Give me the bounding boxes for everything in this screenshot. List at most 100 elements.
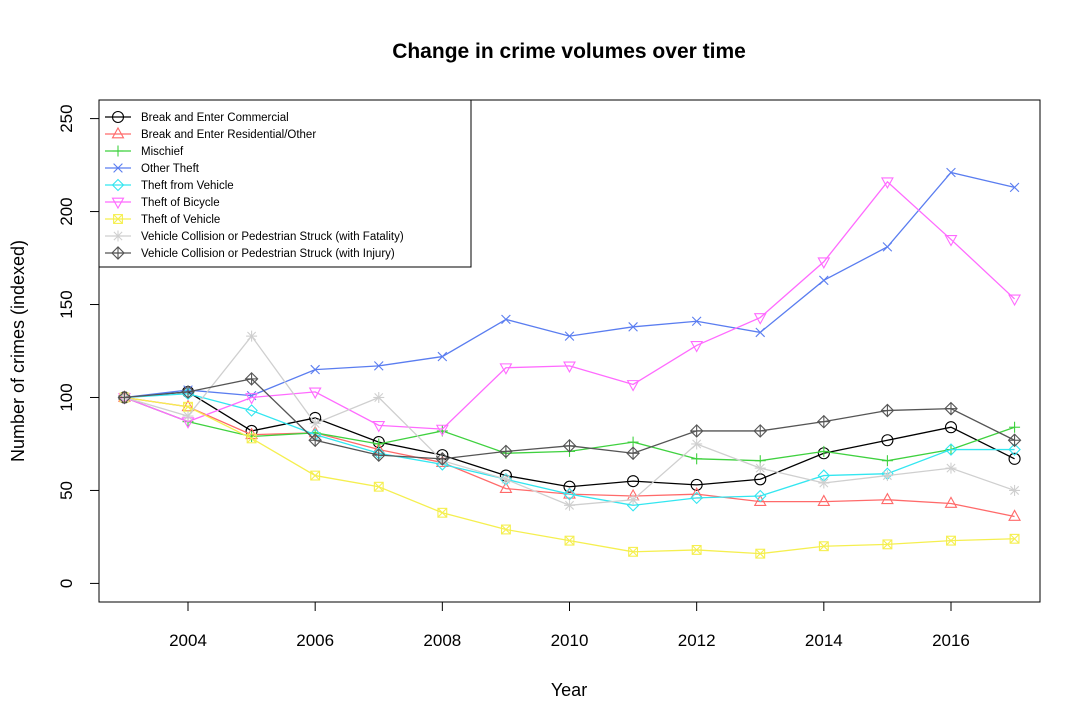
legend-item: Other Theft (105, 163, 200, 175)
legend-item: Mischief (105, 145, 184, 158)
legend-swatch-marker (111, 110, 125, 124)
series-3 (118, 391, 1021, 467)
data-point (372, 420, 386, 433)
data-point (373, 481, 384, 492)
data-point (1008, 443, 1021, 456)
legend-swatch-marker (111, 197, 125, 210)
data-point (246, 433, 257, 444)
data-point (1009, 484, 1021, 496)
data-point (437, 507, 448, 518)
series-line (124, 180, 1016, 430)
data-point (881, 455, 893, 467)
legend-swatch-marker (113, 214, 123, 224)
x-tick-label: 2008 (423, 631, 461, 650)
series-line (124, 396, 1015, 518)
data-point (691, 453, 703, 465)
data-point (373, 361, 384, 371)
data-point (499, 444, 513, 459)
data-point (818, 541, 829, 552)
legend-label: Other Theft (141, 163, 200, 175)
legend-label: Vehicle Collision or Pedestrian Struck (… (141, 231, 404, 243)
legend-label: Break and Enter Residential/Other (141, 129, 316, 141)
data-point (881, 434, 894, 447)
x-tick-label: 2006 (296, 631, 334, 650)
data-point (245, 404, 258, 417)
data-point (371, 448, 386, 462)
data-point (755, 548, 766, 559)
legend-swatch-marker (111, 178, 125, 192)
data-point (563, 487, 576, 501)
legend-item: Break and Enter Residential/Other (105, 126, 316, 141)
legend-swatch-marker (111, 246, 125, 260)
data-point (1007, 433, 1022, 448)
data-point (944, 443, 958, 456)
data-point (946, 535, 956, 546)
y-axis-title: Number of crimes (indexed) (8, 240, 28, 462)
series-line (124, 393, 1015, 506)
data-point (753, 494, 767, 507)
data-point (1009, 182, 1020, 193)
data-point (182, 410, 194, 422)
data-point (373, 391, 385, 403)
x-tick-label: 2012 (678, 631, 716, 650)
x-axis-title: Year (551, 680, 587, 700)
data-point (245, 393, 259, 405)
data-point (753, 313, 767, 325)
legend-label: Theft of Vehicle (141, 214, 220, 226)
data-point (1008, 294, 1022, 307)
x-tick-label: 2010 (551, 631, 589, 650)
data-point (690, 478, 703, 491)
data-point (435, 424, 449, 437)
legend-item: Break and Enter Commercial (105, 110, 289, 124)
data-point (754, 473, 767, 486)
data-point (819, 275, 829, 286)
data-point (564, 499, 575, 511)
data-point (881, 470, 893, 482)
data-point (500, 473, 512, 485)
data-point (563, 361, 576, 374)
data-point (1009, 533, 1020, 544)
data-point (817, 257, 831, 269)
legend-item: Vehicle Collision or Pedestrian Struck (… (105, 230, 404, 243)
data-point (691, 316, 702, 327)
x-tick-label: 2016 (932, 631, 970, 650)
data-point (944, 496, 958, 508)
data-point (880, 177, 894, 189)
data-point (817, 494, 831, 507)
data-point (437, 351, 448, 362)
data-point (880, 403, 895, 418)
data-point (308, 433, 323, 448)
legend-item: Vehicle Collision or Pedestrian Struck (… (105, 246, 395, 260)
legend-label: Theft from Vehicle (141, 180, 234, 192)
y-tick-label: 250 (57, 104, 76, 132)
legend-box (98, 99, 472, 268)
data-point (691, 544, 702, 555)
data-point (246, 330, 258, 342)
data-point (626, 446, 640, 461)
legend: Break and Enter Commercial Break and Ente… (98, 99, 472, 268)
series-8 (118, 330, 1021, 511)
data-point (308, 387, 322, 400)
x-tick-label: 2004 (169, 631, 207, 650)
y-tick-label: 150 (57, 290, 76, 318)
data-point (1008, 509, 1022, 521)
legend-label: Theft of Bicycle (141, 197, 220, 209)
data-point (882, 539, 893, 550)
data-point (818, 445, 830, 457)
data-point (436, 458, 449, 471)
data-point (691, 438, 703, 450)
data-point (562, 438, 577, 453)
y-tick-label: 0 (57, 579, 76, 588)
legend-swatch-marker (111, 126, 125, 139)
data-point (563, 480, 576, 493)
chart-title: Change in crime volumes over time (392, 40, 746, 63)
data-point (627, 436, 639, 448)
data-point (690, 491, 703, 505)
data-point (627, 494, 639, 506)
data-point (435, 452, 450, 466)
y-tick-label: 100 (57, 383, 76, 411)
data-point (117, 390, 132, 405)
data-point (818, 477, 830, 489)
legend-swatch-marker (113, 163, 123, 173)
data-point (753, 489, 767, 503)
